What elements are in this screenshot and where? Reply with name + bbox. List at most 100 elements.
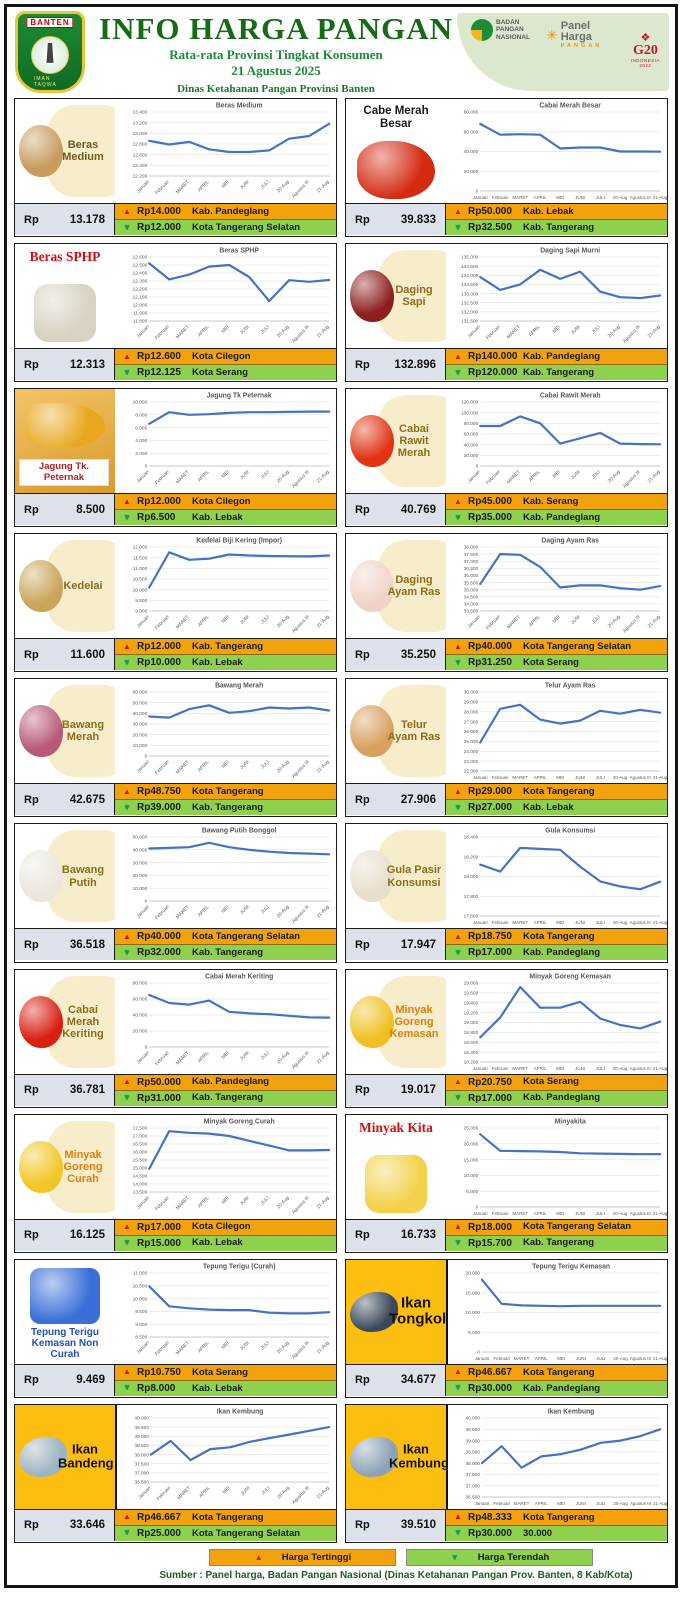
svg-text:Cabai Merah Besar: Cabai Merah Besar bbox=[539, 102, 601, 109]
average-price-cell: Rp 34.677 bbox=[346, 1364, 446, 1396]
svg-text:JUNI: JUNI bbox=[576, 1356, 586, 1361]
lowest-price-row: ▼ Rp32.500 Kab. Tangerang bbox=[446, 220, 667, 235]
commodity-chart-card: Jagung Tk. Peternak Jagung Tk Peternak 0 2… bbox=[15, 389, 336, 495]
svg-text:20-Aug: 20-Aug bbox=[276, 179, 291, 194]
svg-text:8.500: 8.500 bbox=[135, 1334, 147, 1340]
down-triangle-icon: ▼ bbox=[123, 1528, 131, 1538]
svg-text:Februari: Februari bbox=[492, 1066, 509, 1071]
svg-text:19.400: 19.400 bbox=[464, 1000, 479, 1006]
price-strip: Rp 19.017 ▲ Rp20.750 Kota Serang ▼ Rp17.… bbox=[346, 1074, 667, 1106]
lowest-price-location: Kab. Tangerang bbox=[192, 802, 264, 814]
price-strip: Rp 16.733 ▲ Rp18.000 Kota Tangerang Sela… bbox=[346, 1219, 667, 1251]
svg-text:60.000: 60.000 bbox=[464, 129, 479, 135]
currency-label: Rp bbox=[355, 648, 370, 661]
highest-price-row: ▲ Rp45.000 Kab. Serang bbox=[446, 494, 667, 511]
price-trend-chart: Beras SPHP 11.800 11.900 12.000 12.100 12.200… bbox=[115, 244, 336, 349]
commodity-chart-card: Ikan Kembung Ikan Kembung 36.500 37.000 37.… bbox=[346, 1404, 667, 1510]
lowest-price-row: ▼ Rp12.000 Kota Tangerang Selatan bbox=[115, 220, 336, 235]
subtitle-average: Rata-rata Provinsi Tingkat Konsumen bbox=[169, 47, 383, 62]
svg-text:APRIL: APRIL bbox=[535, 1356, 548, 1361]
title-block: INFO HARGA PANGAN Rata-rata Provinsi Tin… bbox=[95, 9, 457, 95]
svg-text:134.000: 134.000 bbox=[461, 273, 479, 279]
price-trend-chart: Cabai Merah Keriting 0 20.000 40.000 60.000 8… bbox=[115, 969, 336, 1074]
svg-text:34.000: 34.000 bbox=[464, 602, 479, 608]
down-triangle-icon: ▼ bbox=[123, 1093, 131, 1103]
average-price-cell: Rp 33.646 bbox=[15, 1509, 115, 1541]
svg-text:Agustus III: Agustus III bbox=[291, 614, 311, 634]
svg-text:Februari: Februari bbox=[154, 469, 171, 486]
commodity-photo bbox=[350, 1291, 398, 1332]
svg-text:19.000: 19.000 bbox=[464, 1020, 479, 1026]
banten-provincial-logo: BANTEN IMAN TAQWA bbox=[15, 11, 85, 93]
commodity-image-area: Daging Ayam Ras bbox=[346, 534, 446, 639]
price-trend-chart: Cabai Merah Besar 0 20.000 40.000 60.000 80.0… bbox=[446, 99, 667, 203]
svg-text:37.000: 37.000 bbox=[464, 559, 479, 565]
highest-price-location: Kota Tangerang bbox=[523, 1366, 595, 1378]
svg-text:0: 0 bbox=[476, 464, 479, 470]
up-triangle-icon: ▲ bbox=[123, 1077, 131, 1087]
svg-text:14.500: 14.500 bbox=[133, 1173, 148, 1179]
currency-label: Rp bbox=[24, 938, 39, 951]
highest-price-row: ▲ Rp46.667 Kota Tangerang bbox=[115, 1509, 336, 1526]
average-price-value: 9.469 bbox=[76, 1374, 105, 1387]
lowest-price-location: Kota Tangerang Selatan bbox=[192, 1527, 301, 1539]
svg-text:20-Aug: 20-Aug bbox=[613, 1211, 628, 1216]
svg-text:20-Aug: 20-Aug bbox=[613, 920, 628, 925]
badan-pangan-icon bbox=[471, 19, 493, 42]
svg-text:29.000: 29.000 bbox=[464, 700, 479, 706]
svg-text:Ikan Kembung: Ikan Kembung bbox=[548, 1408, 595, 1415]
currency-label: Rp bbox=[355, 503, 370, 516]
down-triangle-icon: ▼ bbox=[454, 1238, 462, 1248]
svg-text:35.500: 35.500 bbox=[464, 581, 479, 587]
average-price-value: 12.313 bbox=[69, 358, 105, 371]
commodity-image-area: Jagung Tk. Peternak bbox=[15, 389, 115, 494]
commodity-image-area: Minyak Goreng Curah bbox=[15, 1114, 115, 1219]
lowest-price-location: 30.000 bbox=[523, 1527, 553, 1539]
up-triangle-icon: ▲ bbox=[454, 1077, 462, 1087]
lowest-price: Rp35.000 bbox=[468, 512, 512, 524]
svg-text:JULI: JULI bbox=[596, 195, 605, 200]
svg-text:50.000: 50.000 bbox=[133, 701, 148, 707]
svg-text:39.500: 39.500 bbox=[465, 1427, 480, 1433]
svg-text:MARET: MARET bbox=[175, 905, 191, 921]
svg-text:Februari: Februari bbox=[154, 614, 171, 631]
price-trend-chart: Tepung Terigu Kemasan 0 5.000 10.000 15.000 2… bbox=[448, 1259, 667, 1364]
commodity-chart-card: Minyak Goreng Curah Minyak Goreng Curah 1… bbox=[15, 1114, 336, 1220]
svg-text:39.000: 39.000 bbox=[465, 1438, 480, 1444]
minmax-rows: ▲ Rp140.000 Kab. Pandeglang ▼ Rp120.000 … bbox=[446, 349, 667, 381]
price-trend-chart: Daging Sapi Murni 131.500 132.000 132.500 13… bbox=[446, 244, 667, 349]
svg-text:Januari: Januari bbox=[467, 324, 482, 339]
svg-text:Januari: Januari bbox=[136, 1050, 151, 1065]
down-triangle-icon: ▼ bbox=[454, 512, 462, 522]
average-price-value: 19.017 bbox=[400, 1084, 436, 1097]
svg-text:Februari: Februari bbox=[493, 1501, 510, 1506]
svg-text:MEI: MEI bbox=[556, 195, 564, 200]
svg-text:134.500: 134.500 bbox=[461, 264, 479, 270]
commodity-photo bbox=[19, 705, 63, 758]
commodity-image-area: Bawang Merah bbox=[15, 679, 115, 784]
highest-price: Rp12.600 bbox=[137, 351, 181, 363]
currency-label: Rp bbox=[24, 358, 39, 371]
svg-text:JULI: JULI bbox=[260, 1195, 271, 1206]
g20-ornament-icon: ❖ bbox=[640, 32, 651, 44]
lowest-price: Rp15.700 bbox=[468, 1237, 512, 1249]
svg-text:20-Aug: 20-Aug bbox=[276, 614, 291, 629]
commodity-chart-card: Daging Ayam Ras Daging Ayam Ras 33.500 34.… bbox=[346, 534, 667, 640]
svg-text:40.000: 40.000 bbox=[133, 848, 148, 854]
svg-text:Agustus III: Agustus III bbox=[291, 1340, 311, 1360]
svg-text:Januari: Januari bbox=[136, 1340, 151, 1355]
lowest-price-row: ▼ Rp30.000 30.000 bbox=[446, 1525, 667, 1541]
commodity-panel: Minyak Goreng Curah Minyak Goreng Curah 1… bbox=[14, 1113, 337, 1253]
g20-logo: ❖ G20 INDONESIA 2022 bbox=[626, 32, 665, 69]
svg-text:13.500: 13.500 bbox=[133, 1189, 148, 1195]
svg-text:80.000: 80.000 bbox=[464, 421, 479, 427]
svg-text:18.400: 18.400 bbox=[464, 1049, 479, 1055]
commodity-label: Minyak Goreng Curah bbox=[63, 1148, 103, 1185]
minmax-rows: ▲ Rp12.600 Kota Cilegon ▼ Rp12.125 Kota … bbox=[115, 349, 336, 381]
svg-text:Februari: Februari bbox=[492, 920, 509, 925]
average-price-value: 40.769 bbox=[400, 503, 436, 516]
svg-text:18.800: 18.800 bbox=[464, 1030, 479, 1036]
svg-text:100.000: 100.000 bbox=[461, 411, 479, 417]
average-price-value: 36.518 bbox=[69, 938, 105, 951]
svg-text:11.000: 11.000 bbox=[133, 566, 148, 572]
